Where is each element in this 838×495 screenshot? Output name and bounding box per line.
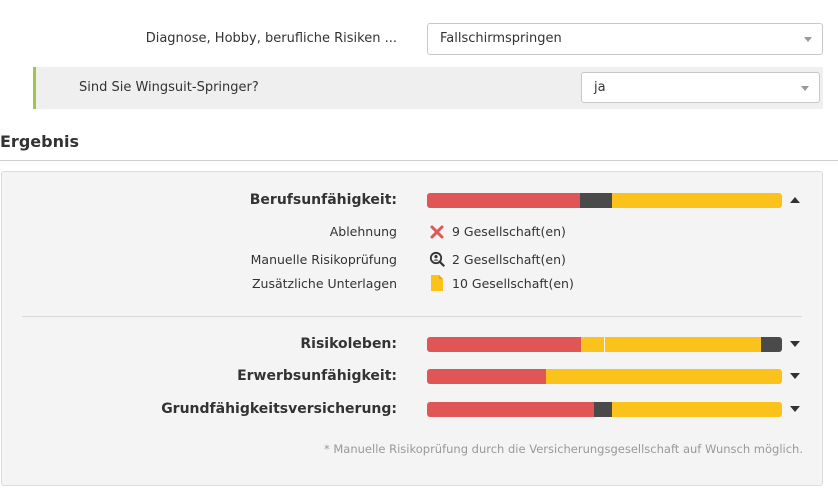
- category-label-rl: Risikoleben:: [300, 336, 397, 352]
- bar-segment-documents: [611, 402, 782, 417]
- bar-segment-documents: [611, 193, 782, 208]
- bar-segment-manual: [579, 193, 612, 208]
- bar-segment-documents-a: [581, 337, 605, 352]
- risk-bar-rl: [427, 337, 782, 352]
- category-label-eu: Erwerbsunfähigkeit:: [237, 368, 397, 384]
- bar-segment-documents-b: [604, 337, 761, 352]
- expand-toggle-gf[interactable]: [790, 406, 800, 412]
- magnifier-person-icon: [429, 251, 445, 267]
- expand-toggle-eu[interactable]: [790, 373, 800, 379]
- category-label-gf: Grundfähigkeitsversicherung:: [161, 401, 397, 417]
- detail-value-rejection: 9 Gesellschaft(en): [452, 224, 566, 239]
- bar-segment-rejection: [427, 402, 594, 417]
- question-label-diagnose: Diagnose, Hobby, berufliche Risiken ...: [145, 31, 397, 46]
- bar-segment-manual: [593, 402, 612, 417]
- risk-bar-bu: [427, 193, 782, 208]
- diagnose-select[interactable]: Fallschirmspringen: [427, 23, 823, 55]
- bar-segment-manual: [760, 337, 782, 352]
- category-label-bu: Berufsunfähigkeit:: [249, 192, 397, 208]
- result-heading: Ergebnis: [0, 132, 79, 151]
- detail-value-documents: 10 Gesellschaft(en): [452, 276, 574, 291]
- bar-segment-rejection: [427, 337, 582, 352]
- diagnose-select-value: Fallschirmspringen: [440, 31, 562, 46]
- question-row-diagnose: Diagnose, Hobby, berufliche Risiken ... …: [0, 23, 838, 55]
- footnote: * Manuelle Risikoprüfung durch die Versi…: [323, 442, 803, 456]
- bar-segment-rejection: [427, 193, 580, 208]
- question-row-wingsuit: Sind Sie Wingsuit-Springer? ja: [33, 67, 823, 109]
- risk-bar-eu: [427, 369, 782, 384]
- chevron-down-icon: [804, 37, 812, 42]
- cross-icon: [430, 225, 444, 239]
- expand-toggle-rl[interactable]: [790, 341, 800, 347]
- wingsuit-select-value: ja: [594, 80, 606, 95]
- heading-divider: [0, 160, 838, 161]
- detail-label-manual: Manuelle Risikoprüfung: [250, 252, 397, 267]
- detail-label-rejection: Ablehnung: [329, 224, 397, 239]
- chevron-down-icon: [801, 86, 809, 91]
- collapse-toggle-bu[interactable]: [790, 197, 800, 203]
- section-divider: [22, 316, 802, 317]
- document-icon: [431, 275, 443, 291]
- risk-bar-gf: [427, 402, 782, 417]
- bar-segment-documents: [545, 369, 782, 384]
- result-panel: [1, 171, 823, 486]
- wingsuit-select[interactable]: ja: [581, 72, 820, 103]
- detail-label-documents: Zusätzliche Unterlagen: [251, 276, 397, 291]
- detail-value-manual: 2 Gesellschaft(en): [452, 252, 566, 267]
- bar-segment-rejection: [427, 369, 546, 384]
- question-label-wingsuit: Sind Sie Wingsuit-Springer?: [79, 80, 259, 95]
